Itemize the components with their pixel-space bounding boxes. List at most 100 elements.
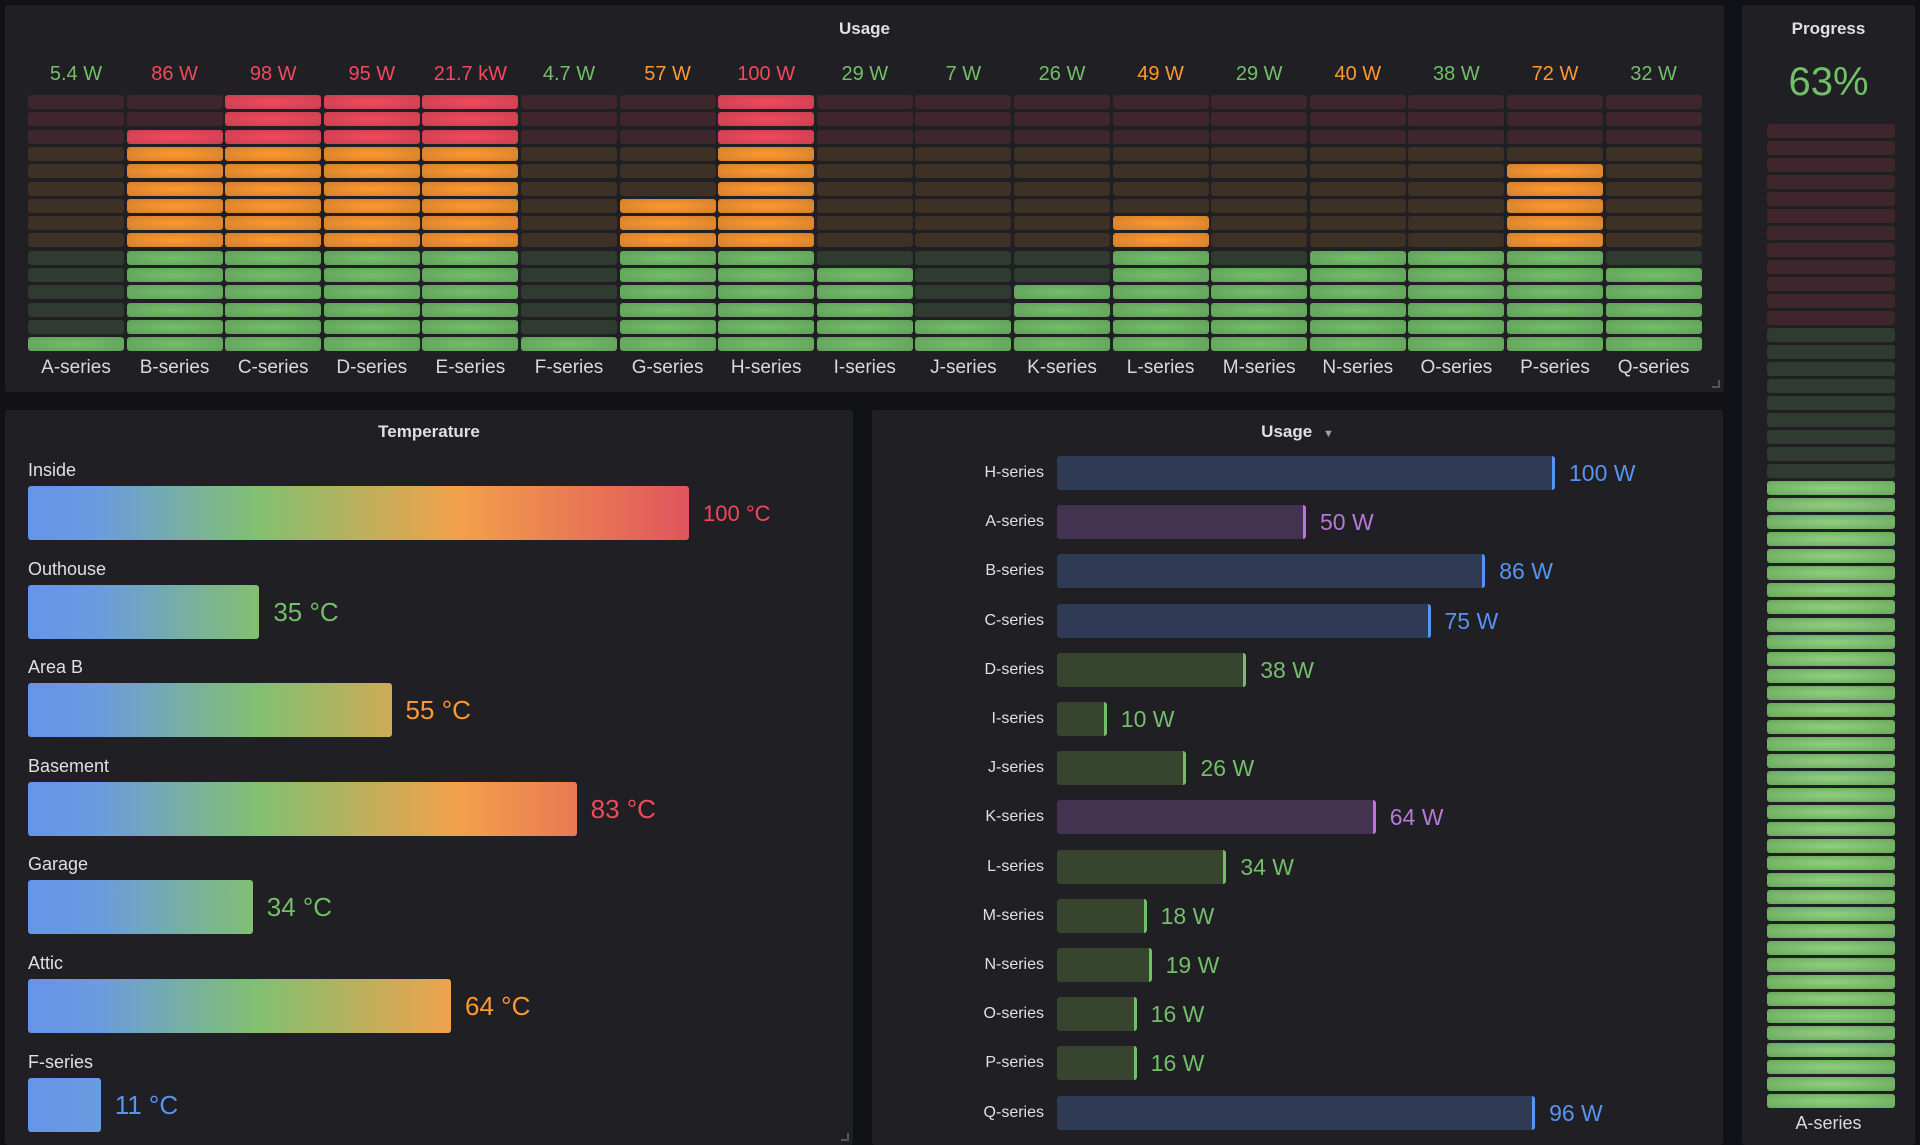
progress-segment [1767,481,1895,496]
usage-value: 64 W [1389,804,1444,831]
gauge-segment [323,216,420,231]
gauge-segment [1014,233,1110,248]
gauge-segment [28,268,124,282]
progress-segment [1767,175,1895,190]
gauge-segment [1408,302,1505,317]
gauge-segment [1211,319,1308,334]
usage-bar [1057,652,1247,687]
usage-bar [1057,603,1431,638]
gauge-segment [521,112,617,127]
gauge-segment [323,268,420,282]
caret-down-icon[interactable]: ▼ [1322,428,1334,440]
resize-handle[interactable] [841,1133,849,1141]
gauge-segment [1211,146,1308,161]
gauge-segment [28,129,124,144]
usage-segment-gauge-panel: Usage 5.4 W A-series 86 W B-series 98 W C-ser… [5,5,1724,392]
gauge-segment [915,319,1012,334]
gauge-segment [915,95,1012,109]
gauge-segment [816,268,913,282]
usage-label: D-series [984,660,1044,678]
progress-segment [1767,413,1895,428]
gauge-value: 49 W [1137,63,1184,85]
gauge-segment [225,95,322,109]
gauge-segment [28,302,124,317]
gauge-segment [1507,233,1603,248]
gauge-segment [1112,285,1209,300]
temperature-bar [28,979,452,1033]
gauge-segment [521,319,617,334]
gauge-value: 32 W [1630,63,1677,85]
gauge-segment [1211,233,1308,248]
usage-label: N-series [984,956,1044,973]
gauge-segment [225,112,322,127]
gauge-label: E-series [435,357,506,378]
gauge-segment [1112,216,1209,231]
gauge-segment [816,198,913,213]
gauge-segment [816,250,913,265]
gauge-segment [422,181,519,196]
progress-segment [1767,1093,1895,1108]
gauge-segment [915,250,1012,265]
gauge-segment [718,216,815,231]
gauge-segment [1211,337,1308,352]
progress-segment [1767,345,1895,360]
usage-bar [1057,456,1555,490]
gauge-segment [521,164,617,179]
gauge-segment [1112,112,1209,127]
gauge-segment [126,146,223,161]
gauge-segment [422,233,519,248]
usage-label: C-series [984,611,1044,629]
progress-segment [1767,158,1895,173]
progress-segment [1767,464,1895,479]
gauge-segment [1408,233,1505,248]
gauge-value: 86 W [151,63,198,85]
usage-value: 10 W [1120,706,1175,732]
gauge-segment [1408,216,1505,231]
gauge-segment [1309,268,1406,282]
gauge-label: B-series [139,357,210,378]
gauge-segment [1014,95,1110,109]
gauge-segment [915,181,1012,196]
gauge-segment [915,337,1012,352]
gauge-segment [126,337,223,352]
gauge-segment [521,198,617,213]
progress-segment [1767,719,1895,734]
gauge-segment [225,319,322,334]
gauge-segment [1408,319,1505,334]
gauge-segment [718,164,815,179]
resize-handle[interactable] [1712,380,1720,388]
progress-segment [1767,396,1895,411]
gauge-segment [28,198,124,213]
gauge-value: 38 W [1433,63,1480,85]
gauge-segment [619,302,716,317]
gauge-segment [225,216,322,231]
gauge-segment [1309,250,1406,265]
gauge-segment [718,285,815,300]
gauge-segment [1408,268,1505,282]
gauge-value: 7 W [945,63,982,85]
panel-title[interactable]: Usage [838,19,891,38]
gauge-segment [323,129,420,144]
panel-title[interactable]: Temperature [378,422,480,441]
progress-segment [1767,787,1895,802]
progress-segment [1767,957,1895,972]
gauge-segment [619,268,716,282]
gauge-segment [323,146,420,161]
gauge-segment [422,112,519,127]
usage-value: 19 W [1165,952,1220,978]
panel-title[interactable]: Usage ▼ [872,422,1723,442]
gauge-segment [1211,164,1308,179]
temperature-value: 55 °C [405,695,471,726]
usage-label: K-series [985,808,1044,826]
gauge-value: 29 W [1235,63,1283,85]
gauge-segment [126,181,223,196]
progress-segment [1767,923,1895,938]
usage-label: I-series [991,710,1044,727]
usage-value: 75 W [1444,607,1499,634]
panel-title[interactable]: Progress [1791,19,1866,38]
progress-segment [1767,124,1895,138]
gauge-segment [1014,164,1110,179]
gauge-value: 21.7 kW [433,63,508,85]
gauge-segment [28,250,124,265]
gauge-segment [816,146,913,161]
